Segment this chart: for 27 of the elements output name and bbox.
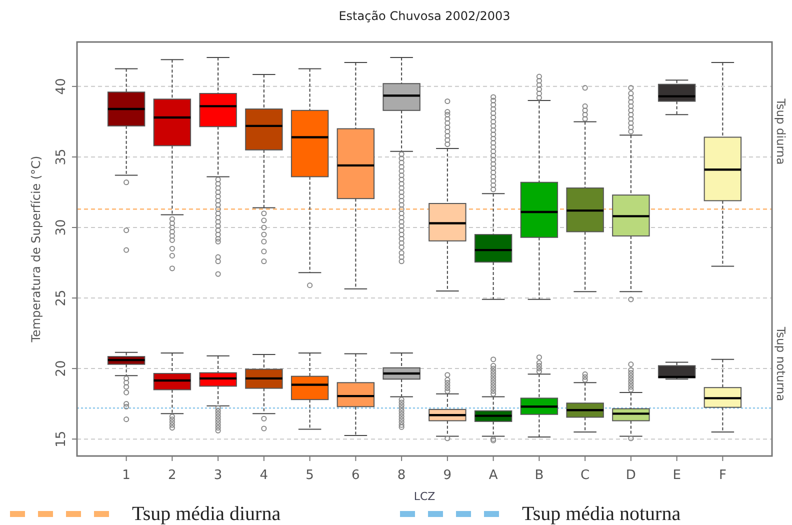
x-tick-label: 2 [168,468,176,483]
y-tick-label: 30 [54,219,69,236]
x-tick-label: C [580,468,590,483]
y-tick-label: 25 [54,290,69,306]
x-tick-label: 1 [122,468,130,483]
text: Tsup noturna [774,326,788,402]
y-tick-label: 40 [54,78,69,95]
y-tick-label: 35 [54,148,69,166]
text: Tsup diurna [774,98,788,165]
x-tick-label: 4 [260,468,268,483]
x-tick-label: 3 [214,468,222,483]
x-tick-label: 5 [306,468,314,483]
x-tick-label: F [718,468,726,483]
y-tick-label: 20 [54,360,69,377]
x-tick-label: 6 [352,468,360,483]
x-tick-label: 9 [443,468,452,483]
legend-label: Tsup média noturna [522,503,681,525]
x-tick-label: B [534,468,544,483]
legend-label: Tsup média diurna [132,503,281,525]
y-axis-title: Temperatura de Superfície (°C) [29,156,43,344]
x-axis-title: LCZ [414,490,436,503]
x-tick-label: 8 [397,468,406,483]
chart-title: Estação Chuvosa 2002/2003 [338,9,510,23]
x-tick-label: E [672,468,681,483]
y-tick-label: 15 [54,430,69,448]
x-tick-label: A [488,468,498,483]
x-tick-label: D [626,468,636,483]
